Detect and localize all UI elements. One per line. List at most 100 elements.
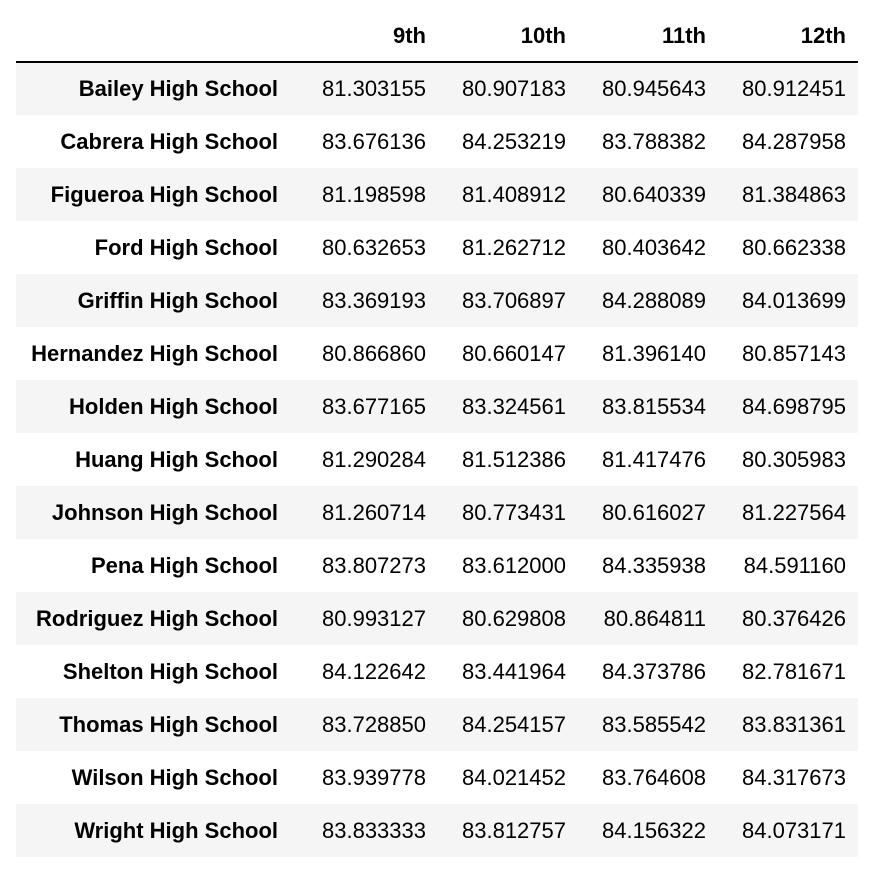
table-cell-score: 83.833333 — [322, 817, 426, 843]
column-header-11th: 11th — [578, 10, 718, 63]
table-cell-score: 84.253219 — [462, 128, 566, 154]
table-cell-score: 80.629808 — [462, 605, 566, 631]
table-row: Wilson High School 83.939778 84.021452 83.7… — [16, 751, 858, 804]
table-cell-score: 84.073171 — [742, 817, 846, 843]
table-cell-score: 80.945643 — [602, 76, 706, 101]
column-header-12th: 12th — [718, 10, 858, 63]
table-row: Thomas High School 83.728850 84.254157 83.5… — [16, 698, 858, 751]
table-cell-score: 80.305983 — [742, 446, 846, 472]
table-header: 9th 10th 11th 12th — [16, 10, 858, 63]
table-cell-score: 83.939778 — [322, 764, 426, 790]
row-index-school-name: Ford High School — [94, 234, 278, 260]
table-cell-score: 84.156322 — [602, 817, 706, 843]
table-row: Johnson High School 81.260714 80.773431 80.… — [16, 486, 858, 539]
table-cell-score: 80.857143 — [742, 340, 846, 366]
row-index-school-name: Cabrera High School — [60, 128, 278, 154]
table-cell-score: 80.403642 — [602, 234, 706, 260]
table-cell-score: 80.376426 — [742, 605, 846, 631]
table-row: Griffin High School 83.369193 83.706897 84.… — [16, 274, 858, 327]
table-cell-score: 83.807273 — [322, 552, 426, 578]
table-cell-score: 84.373786 — [602, 658, 706, 684]
table-row: Cabrera High School 83.676136 84.253219 83.… — [16, 115, 858, 168]
table-cell-score: 81.512386 — [462, 446, 566, 472]
table-row: Shelton High School 84.122642 83.441964 84.… — [16, 645, 858, 698]
row-index-school-name: Shelton High School — [62, 658, 278, 684]
table-row: Huang High School 81.290284 81.512386 81.41… — [16, 433, 858, 486]
table-cell-score: 81.290284 — [322, 446, 426, 472]
header-row: 9th 10th 11th 12th — [16, 10, 858, 63]
table-cell-score: 80.660147 — [462, 340, 566, 366]
table-row: Wright High School 83.833333 83.812757 84.1… — [16, 804, 858, 857]
column-header-10th: 10th — [438, 10, 578, 63]
row-index-school-name: Pena High School — [90, 552, 278, 578]
table-cell-score: 84.591160 — [743, 552, 846, 578]
table-row: Hernandez High School 80.866860 80.660147 8… — [16, 327, 858, 380]
table-cell-score: 83.788382 — [602, 128, 706, 154]
row-index-school-name: Rodriguez High School — [36, 605, 278, 631]
table-cell-score: 81.227564 — [742, 499, 846, 525]
table-cell-score: 84.288089 — [602, 287, 706, 313]
index-header-cell — [16, 10, 298, 63]
table-cell-score: 84.317673 — [742, 764, 846, 790]
table-cell-score: 83.812757 — [462, 817, 566, 843]
table-cell-score: 84.287958 — [742, 128, 846, 154]
table-cell-score: 80.912451 — [742, 76, 846, 101]
row-index-school-name: Hernandez High School — [31, 340, 278, 366]
table-cell-score: 80.907183 — [462, 76, 566, 101]
table-cell-score: 80.632653 — [322, 234, 426, 260]
row-index-school-name: Huang High School — [75, 446, 278, 472]
row-index-school-name: Figueroa High School — [50, 181, 278, 207]
table-cell-score: 81.384863 — [742, 181, 846, 207]
table-cell-score: 83.676136 — [322, 128, 426, 154]
table-cell-score: 80.864811 — [603, 605, 706, 631]
table-cell-score: 83.324561 — [462, 393, 566, 419]
row-index-school-name: Wright High School — [74, 817, 278, 843]
row-index-school-name: Bailey High School — [78, 76, 278, 101]
table-cell-score: 83.706897 — [462, 287, 566, 313]
table-cell-score: 84.021452 — [462, 764, 566, 790]
row-index-school-name: Wilson High School — [71, 764, 278, 790]
table-row: Holden High School 83.677165 83.324561 83.8… — [16, 380, 858, 433]
table-cell-score: 80.773431 — [462, 499, 566, 525]
table-cell-score: 84.698795 — [742, 393, 846, 419]
table-cell-score: 81.262712 — [462, 234, 566, 260]
table-cell-score: 83.441964 — [462, 658, 566, 684]
table-cell-score: 83.677165 — [322, 393, 426, 419]
table-cell-score: 80.866860 — [322, 340, 426, 366]
table-cell-score: 84.254157 — [462, 711, 566, 737]
table-cell-score: 83.815534 — [602, 393, 706, 419]
dataframe-table: 9th 10th 11th 12th Bailey High School 81.… — [16, 10, 858, 857]
table-cell-score: 83.585542 — [602, 711, 706, 737]
dataframe-table-container: 9th 10th 11th 12th Bailey High School 81.… — [16, 10, 858, 857]
row-index-school-name: Holden High School — [69, 393, 278, 419]
table-row: Figueroa High School 81.198598 81.408912 80… — [16, 168, 858, 221]
row-index-school-name: Thomas High School — [59, 711, 278, 737]
table-cell-score: 83.728850 — [322, 711, 426, 737]
table-cell-score: 83.612000 — [462, 552, 566, 578]
table-row: Pena High School 83.807273 83.612000 84.335… — [16, 539, 858, 592]
table-cell-score: 80.640339 — [602, 181, 706, 207]
table-cell-score: 83.831361 — [742, 711, 846, 737]
table-cell-score: 81.417476 — [602, 446, 706, 472]
table-cell-score: 84.013699 — [742, 287, 846, 313]
table-cell-score: 81.408912 — [462, 181, 566, 207]
table-cell-score: 80.993127 — [322, 605, 426, 631]
table-cell-score: 84.122642 — [322, 658, 426, 684]
table-cell-score: 83.369193 — [322, 287, 426, 313]
row-index-school-name: Johnson High School — [51, 499, 278, 525]
table-body: Bailey High School 81.303155 80.907183 80.9… — [16, 62, 858, 857]
column-header-9th: 9th — [298, 10, 438, 63]
table-row: Rodriguez High School 80.993127 80.629808 8… — [16, 592, 858, 645]
table-cell-score: 81.260714 — [322, 499, 426, 525]
table-cell-score: 80.662338 — [742, 234, 846, 260]
table-row: Bailey High School 81.303155 80.907183 80.9… — [16, 62, 858, 115]
table-cell-score: 84.335938 — [602, 552, 706, 578]
table-row: Ford High School 80.632653 81.262712 80.403… — [16, 221, 858, 274]
table-cell-score: 81.396140 — [602, 340, 706, 366]
table-cell-score: 82.781671 — [742, 658, 846, 684]
table-cell-score: 81.303155 — [322, 76, 426, 101]
table-cell-score: 80.616027 — [602, 499, 706, 525]
table-cell-score: 83.764608 — [602, 764, 706, 790]
table-cell-score: 81.198598 — [322, 181, 426, 207]
row-index-school-name: Griffin High School — [77, 287, 278, 313]
